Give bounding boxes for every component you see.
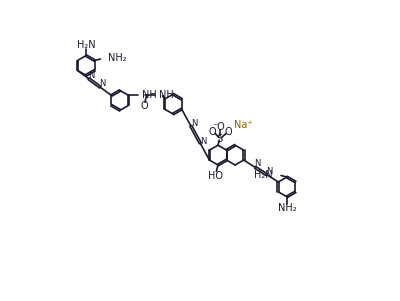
Text: Na⁺: Na⁺ <box>234 120 252 130</box>
Text: ⁻O: ⁻O <box>212 122 225 132</box>
Text: H₂N: H₂N <box>254 169 273 180</box>
Text: NH₂: NH₂ <box>278 203 296 213</box>
Text: N: N <box>88 71 94 80</box>
Text: S: S <box>217 134 223 144</box>
Text: N: N <box>200 137 207 146</box>
Text: NH: NH <box>142 90 157 100</box>
Text: O: O <box>209 127 216 137</box>
Text: H₂N: H₂N <box>77 40 95 50</box>
Text: N: N <box>266 167 272 176</box>
Text: N: N <box>191 119 198 129</box>
Text: HO: HO <box>208 171 223 181</box>
Text: O: O <box>224 127 232 137</box>
Text: O: O <box>140 101 148 111</box>
Text: N: N <box>100 79 106 88</box>
Text: NH₂: NH₂ <box>108 53 126 64</box>
Text: NH: NH <box>160 90 174 100</box>
Text: N: N <box>254 160 260 168</box>
